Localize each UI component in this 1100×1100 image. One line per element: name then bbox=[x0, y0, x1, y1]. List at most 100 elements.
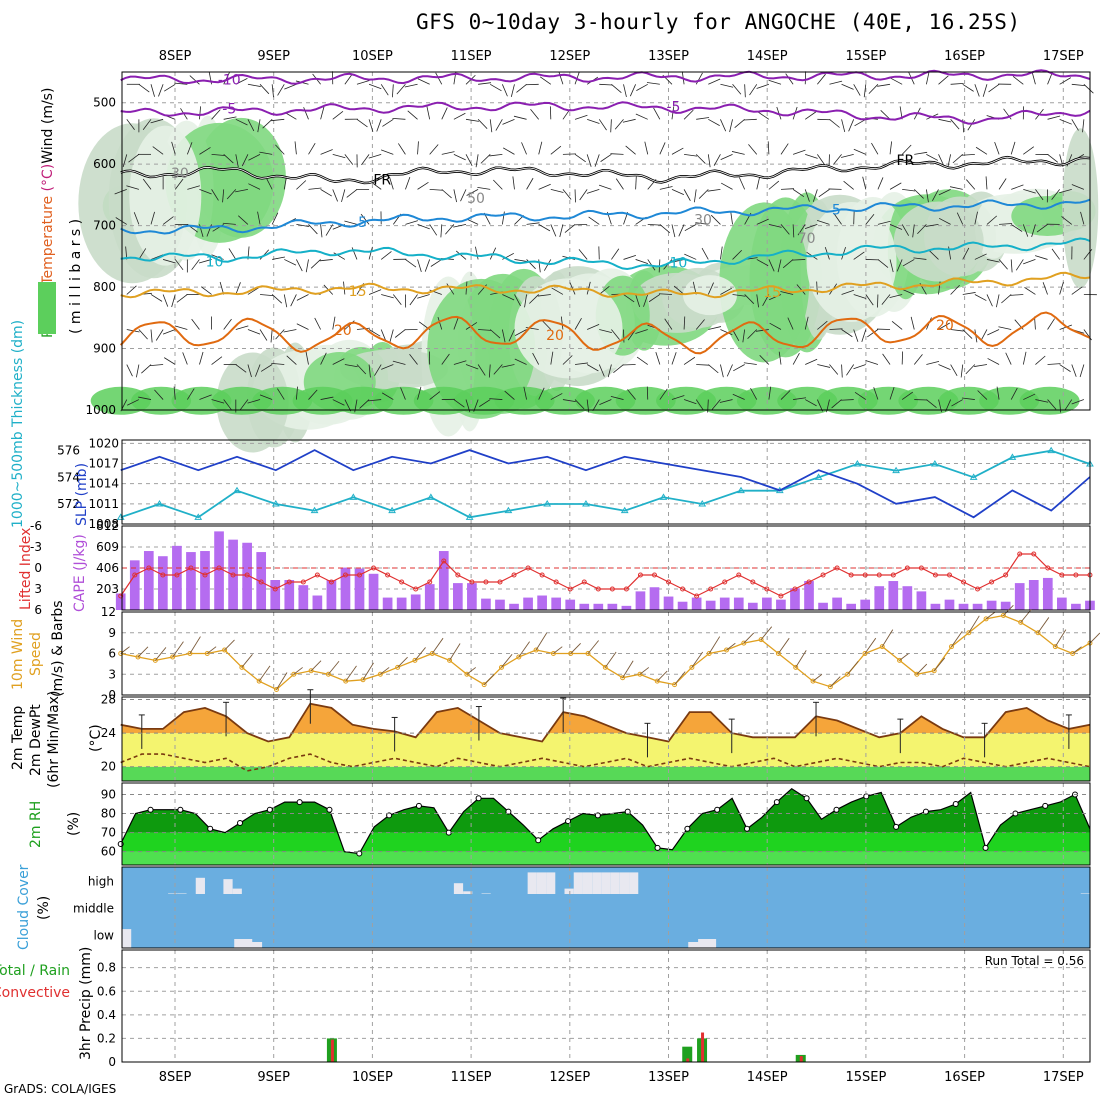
cape-bar bbox=[523, 597, 533, 610]
wind10m-marker bbox=[741, 640, 747, 646]
wind-barb bbox=[768, 224, 782, 228]
wind-barb bbox=[290, 294, 297, 307]
wind10m-barb bbox=[916, 663, 928, 675]
thickness-marker bbox=[233, 486, 241, 494]
cloud-cell-high bbox=[453, 883, 464, 894]
wind10m-marker bbox=[1070, 651, 1076, 656]
li-marker bbox=[792, 586, 798, 592]
wind-barb bbox=[271, 212, 279, 225]
wind-barb bbox=[586, 281, 591, 295]
wind-barb bbox=[284, 83, 297, 90]
upper-air-y-tick: 800 bbox=[93, 280, 116, 294]
wind10m-marker bbox=[429, 651, 435, 656]
wind-barb bbox=[320, 352, 327, 365]
wind-barb bbox=[272, 256, 285, 260]
date-label-bottom: 9SEP bbox=[257, 1070, 290, 1085]
wind-barb bbox=[683, 399, 697, 405]
li-marker bbox=[413, 586, 419, 592]
wind-barb bbox=[780, 224, 790, 235]
wind-barb bbox=[430, 259, 442, 267]
wind10m-barb bbox=[414, 647, 426, 661]
wind-barb bbox=[1059, 281, 1064, 295]
wind-barb bbox=[1047, 115, 1061, 120]
wind-barb bbox=[756, 294, 759, 308]
wind-barb bbox=[303, 107, 309, 120]
cape-bar bbox=[1042, 577, 1053, 610]
rh2m-marker bbox=[743, 825, 750, 832]
wind-barb bbox=[341, 189, 346, 203]
wind-barb bbox=[247, 329, 261, 335]
wind-barb bbox=[453, 317, 459, 330]
wind-barb bbox=[424, 259, 431, 272]
wind-barb bbox=[841, 329, 853, 338]
rh-shade-patch bbox=[683, 275, 738, 316]
cloud-cell-high bbox=[536, 872, 547, 894]
wind10m-y-tick: 3 bbox=[108, 667, 116, 681]
wind-barb bbox=[733, 364, 745, 372]
wind10m-marker bbox=[706, 651, 712, 656]
rh2m-marker bbox=[326, 806, 333, 813]
wind-barb bbox=[950, 284, 960, 295]
thickness-marker bbox=[969, 473, 978, 480]
li-marker bbox=[525, 565, 531, 571]
wind-barb bbox=[368, 399, 382, 402]
cloud-cell-high bbox=[619, 872, 630, 894]
wind-barb bbox=[1082, 119, 1085, 133]
wind-barb bbox=[695, 154, 706, 164]
wind-barb bbox=[889, 141, 893, 155]
wind10m-marker bbox=[204, 651, 210, 656]
wind-barb bbox=[952, 154, 963, 164]
wind-barb bbox=[405, 259, 417, 268]
wind10m-marker bbox=[187, 651, 193, 656]
wind10m-marker bbox=[654, 678, 660, 684]
wind-barb bbox=[1064, 399, 1073, 411]
wind10m-barb bbox=[206, 646, 217, 654]
temp2m-y-tick: 20 bbox=[101, 760, 116, 774]
chart-title: GFS 0~10day 3-hourly for ANGOCHE (40E, 1… bbox=[416, 10, 1021, 34]
wind-barb bbox=[684, 224, 697, 232]
wind10m-marker bbox=[498, 664, 504, 670]
wind-barb bbox=[636, 356, 648, 365]
li-marker bbox=[230, 572, 236, 578]
contour-label: 15 bbox=[763, 285, 781, 301]
rh2m-y-tick: 60 bbox=[101, 845, 116, 859]
wind-barb bbox=[295, 386, 298, 400]
wind-barb bbox=[792, 149, 806, 155]
wind-barb bbox=[749, 84, 758, 96]
wind10m-speed-line bbox=[120, 614, 1091, 691]
cape-bar bbox=[719, 597, 730, 610]
rh-shade-patch bbox=[975, 198, 1012, 259]
wind-barb bbox=[223, 399, 232, 411]
wind-barb bbox=[466, 189, 479, 196]
wind-barb bbox=[720, 287, 732, 295]
li-y-tick: 0 bbox=[34, 561, 42, 575]
wind-barb bbox=[683, 189, 691, 201]
wind-barb bbox=[986, 294, 993, 307]
date-label-top: 12SEP bbox=[549, 49, 590, 64]
wind-barb bbox=[987, 329, 1000, 336]
cloud-frame bbox=[121, 866, 1091, 949]
wind10m-barb bbox=[241, 654, 253, 668]
wind10m-barb bbox=[587, 640, 599, 654]
li-marker bbox=[567, 586, 573, 592]
wind10m-marker bbox=[239, 664, 245, 670]
wind-barb bbox=[995, 294, 1000, 308]
wind-barb bbox=[271, 294, 283, 304]
li-marker bbox=[328, 579, 334, 585]
wind-barb bbox=[767, 141, 770, 155]
cape-bar bbox=[874, 586, 885, 610]
wind10m-barb bbox=[483, 674, 495, 685]
wind-barb bbox=[284, 259, 297, 266]
wind10m-marker bbox=[879, 644, 885, 650]
wind-barb bbox=[142, 178, 152, 190]
wind-barb bbox=[308, 389, 318, 400]
wind-barb bbox=[938, 364, 951, 370]
wind-barb bbox=[695, 399, 704, 411]
wind-barb bbox=[525, 327, 539, 330]
wind-barb bbox=[796, 284, 806, 295]
wind10m-barb bbox=[1089, 632, 1100, 644]
wind-barb bbox=[465, 154, 473, 167]
wind-barb bbox=[780, 390, 791, 400]
temp2m-y-tick: 28 bbox=[101, 693, 116, 707]
wind-barb bbox=[917, 224, 927, 235]
